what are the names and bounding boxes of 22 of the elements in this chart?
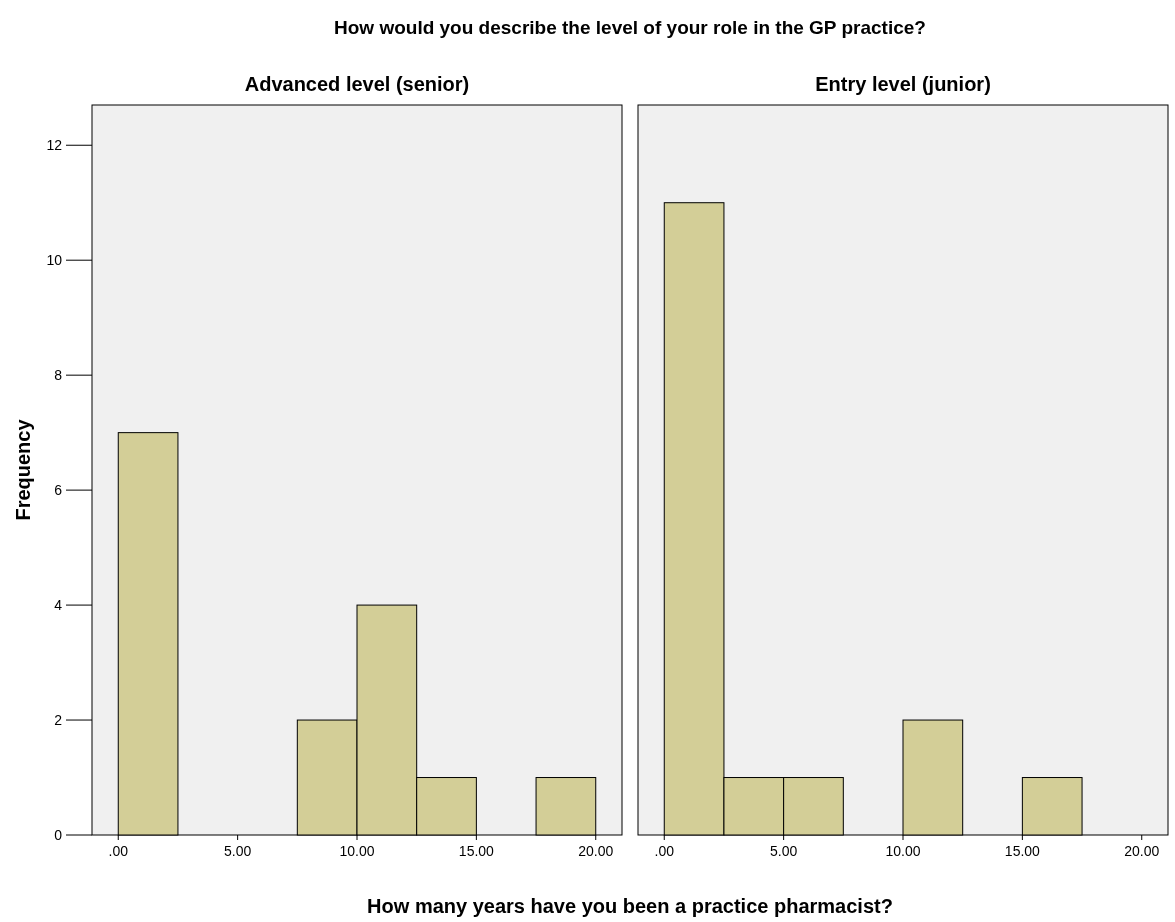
x-tick-label: 10.00: [339, 843, 375, 859]
chart-title: Entry level (junior): [815, 73, 991, 95]
x-tick-label: 5.00: [770, 843, 798, 859]
x-tick-label: .00: [654, 843, 675, 859]
x-tick-label: 10.00: [885, 843, 921, 859]
x-tick-label: 5.00: [224, 843, 252, 859]
x-axis-title: How many years have you been a practice pharmacist?: [367, 895, 893, 917]
y-tick-label: 12: [46, 137, 63, 154]
y-tick-label: 10: [46, 252, 63, 269]
x-tick-label: .00: [108, 843, 129, 859]
x-tick-label: 20.00: [578, 843, 614, 859]
y-tick-label: 0: [54, 827, 63, 843]
text: How would you describe the level of your role in the GP practice?: [334, 17, 926, 38]
chart-title: Advanced level (senior): [244, 73, 470, 95]
y-axis-title: Frequency: [12, 418, 34, 521]
y-tick-label: 8: [54, 367, 63, 384]
x-tick-label: 15.00: [458, 843, 495, 859]
x-tick-label: 20.00: [1124, 843, 1160, 859]
y-tick-label: 2: [54, 712, 63, 729]
y-tick-label: 4: [54, 597, 63, 614]
x-tick-label: 15.00: [1004, 843, 1041, 859]
y-tick-label: 6: [54, 482, 63, 499]
